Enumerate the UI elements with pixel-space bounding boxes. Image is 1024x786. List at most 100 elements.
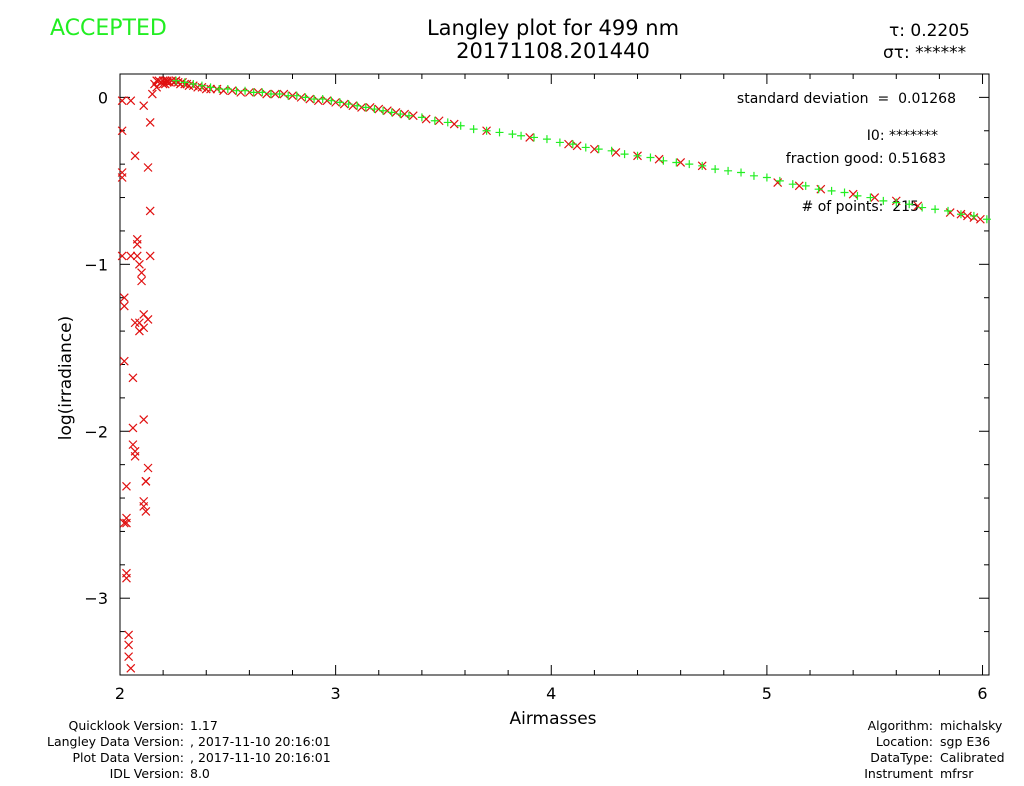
chart-subtitle-timestamp: 20171108.201440 [456, 39, 650, 63]
rejected-point-29 [132, 251, 142, 261]
accepted-point-66 [905, 200, 914, 209]
accepted-point-54 [749, 171, 758, 180]
rejected-point-42 [141, 476, 151, 486]
chart-title: Langley plot for 499 nm [426, 16, 680, 40]
rejected-point-109 [611, 148, 621, 157]
rejected-point-96 [374, 104, 384, 114]
accepted-point-53 [737, 168, 746, 177]
fraction-good-readout: fraction good: 0.51683 [786, 151, 946, 167]
footer-right-value-1: sgp E36 [940, 734, 991, 749]
rejected-point-80 [236, 87, 246, 97]
rejected-point-14 [124, 652, 134, 662]
rejected-point-120 [913, 201, 923, 211]
rejected-point-45 [143, 463, 153, 473]
accepted-point-35 [508, 130, 517, 139]
plot-axes: 2 3 4 5 6 0 −1 −2 −3 [84, 73, 990, 703]
accepted-point-43 [607, 146, 616, 155]
x-tick-label-0: 2 [115, 684, 125, 703]
footer-right-label-1: Location: [875, 734, 933, 749]
accepted-point-70 [956, 210, 965, 219]
rejected-point-44 [143, 163, 153, 172]
footer-label-3: IDL Version: [109, 766, 184, 781]
rejected-point-106 [564, 139, 573, 149]
rejected-point-103 [449, 119, 459, 129]
accepted-point-39 [555, 138, 564, 147]
rejected-point-84 [270, 89, 280, 99]
y-tick-label-1: −1 [84, 255, 108, 274]
accepted-point-21 [353, 101, 362, 110]
rejected-point-24 [128, 373, 138, 383]
rejected-point-50 [147, 89, 157, 99]
accepted-point-45 [633, 151, 642, 160]
rejected-point-125 [975, 214, 985, 224]
rejected-point-46 [143, 314, 153, 324]
rejected-point-73 [193, 82, 203, 92]
y-axis-label: log(irradiance) [56, 316, 76, 441]
std-equals: = [877, 91, 890, 107]
accepted-point-22 [361, 103, 370, 112]
footer-value-1: , 2017-11-10 20:16:01 [190, 734, 331, 749]
i0-readout: I0: ******* [867, 128, 938, 144]
accepted-point-17 [318, 95, 327, 104]
footer-label-0: Quicklook Version: [68, 718, 184, 733]
rejected-point-20 [128, 440, 138, 450]
footer-right-value-3: mfrsr [940, 766, 974, 781]
rejected-point-32 [134, 326, 144, 336]
i0-value: ******* [889, 128, 938, 144]
accepted-point-0 [172, 76, 181, 85]
rejected-point-40 [139, 501, 149, 511]
rejected-point-102 [434, 116, 444, 126]
rejected-point-30 [134, 259, 144, 269]
rejected-point-11 [122, 573, 131, 583]
accepted-point-34 [495, 128, 504, 137]
accepted-point-28 [417, 113, 426, 122]
accepted-point-44 [620, 150, 629, 159]
rejected-point-121 [945, 208, 955, 217]
sigma-value: ****** [915, 43, 967, 63]
rejected-point-4 [117, 251, 127, 261]
rejected-point-22 [130, 451, 140, 461]
accepted-point-64 [879, 196, 888, 205]
accepted-point-6 [223, 85, 232, 94]
accepted-point-55 [762, 173, 771, 182]
footer-right-label-3: Instrument [864, 766, 933, 781]
rejected-point-71 [184, 81, 194, 91]
rejected-point-23 [126, 251, 136, 261]
rejected-point-17 [122, 481, 131, 491]
rejected-point-43 [141, 506, 151, 516]
accepted-point-24 [379, 106, 388, 115]
accepted-point-11 [266, 90, 275, 99]
accepted-point-51 [711, 165, 720, 174]
accepted-point-68 [931, 205, 940, 214]
accepted-point-5 [215, 85, 224, 94]
accepted-point-32 [469, 125, 478, 134]
x-tick-label-4: 6 [977, 684, 987, 703]
accepted-point-40 [568, 140, 577, 149]
rejected-point-86 [288, 91, 297, 101]
rejected-point-123 [963, 211, 972, 221]
accepted-point-59 [814, 185, 823, 194]
accepted-point-25 [387, 108, 396, 117]
rejected-point-6 [119, 301, 129, 311]
rejected-point-75 [201, 84, 211, 94]
accepted-point-7 [232, 86, 241, 95]
rejected-point-82 [253, 87, 263, 97]
footer-label-2: Plot Data Version: [72, 750, 184, 765]
accepted-point-38 [542, 135, 551, 144]
rejected-point-19 [128, 423, 138, 433]
rejected-point-33 [137, 268, 146, 278]
rejected-point-47 [145, 206, 155, 216]
i0-label: I0: [866, 128, 885, 144]
rejected-point-3 [117, 173, 127, 182]
sigma-readout: στ: ****** [883, 43, 966, 63]
x-tick-label-1: 3 [331, 684, 341, 703]
rejected-point-91 [331, 97, 341, 107]
accepted-point-41 [581, 143, 590, 152]
footer-value-3: 8.0 [190, 766, 210, 781]
rejected-point-7 [119, 356, 129, 366]
rejected-point-118 [870, 193, 880, 202]
tau-label: τ: [889, 21, 905, 41]
rejected-point-87 [296, 92, 306, 102]
accepted-point-60 [827, 186, 836, 195]
accepted-point-49 [685, 160, 694, 169]
